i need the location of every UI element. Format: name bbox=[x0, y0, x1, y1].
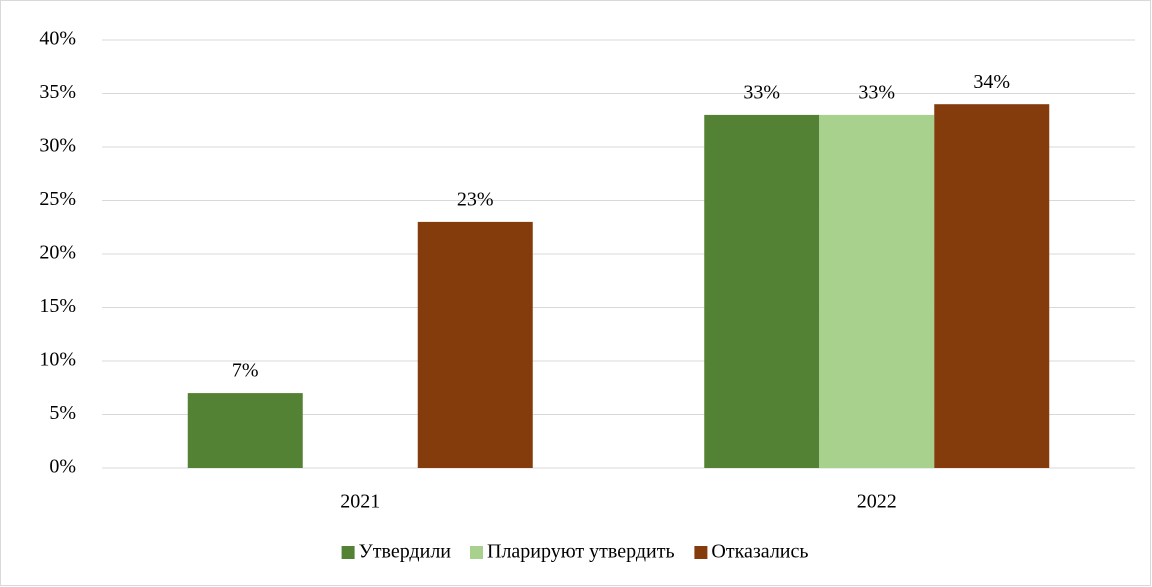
data-label: 7% bbox=[232, 360, 259, 382]
y-tick-label: 5% bbox=[49, 402, 76, 424]
y-tick-label: 0% bbox=[49, 456, 76, 478]
y-tick-label: 15% bbox=[39, 295, 76, 317]
legend-label: Пларируют утвердить bbox=[487, 541, 675, 563]
bar bbox=[704, 114, 820, 469]
legend-label: Отказались bbox=[711, 541, 808, 563]
data-label: 33% bbox=[858, 81, 895, 103]
y-tick-label: 30% bbox=[39, 135, 76, 157]
y-tick-label: 40% bbox=[39, 28, 76, 50]
x-tick-label: 2021 bbox=[340, 491, 380, 513]
y-tick-label: 35% bbox=[39, 81, 76, 103]
y-tick-label: 20% bbox=[39, 242, 76, 264]
y-tick-label: 25% bbox=[39, 188, 76, 210]
legend-swatch bbox=[470, 546, 483, 559]
bar bbox=[819, 114, 935, 469]
legend-label: Утвердили bbox=[359, 541, 452, 563]
legend-swatch bbox=[341, 546, 355, 559]
legend-swatch bbox=[694, 546, 708, 559]
data-label: 23% bbox=[457, 188, 494, 210]
data-label: 34% bbox=[973, 71, 1010, 93]
data-label: 33% bbox=[743, 81, 780, 103]
y-tick-label: 10% bbox=[39, 349, 76, 371]
bar bbox=[934, 104, 1050, 468]
bar bbox=[187, 393, 303, 468]
x-tick-label: 2022 bbox=[857, 491, 897, 513]
bar bbox=[417, 221, 533, 468]
